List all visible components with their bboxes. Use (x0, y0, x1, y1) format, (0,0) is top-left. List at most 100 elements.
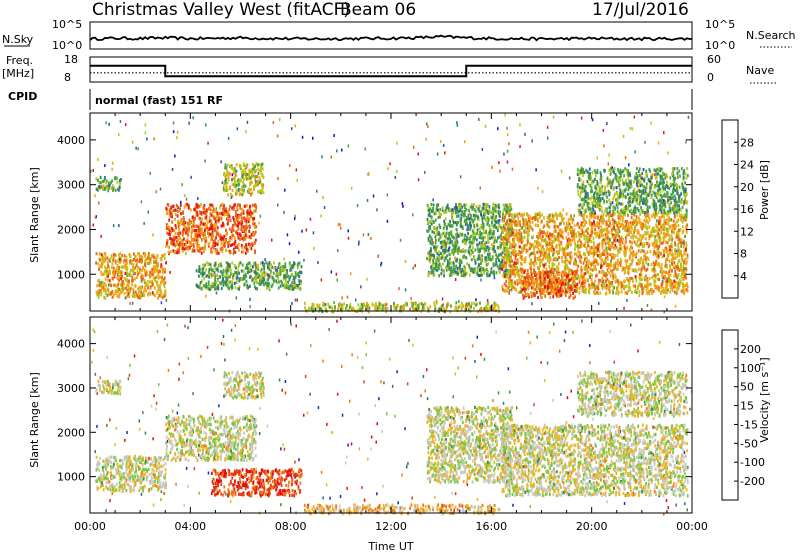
range-cell (148, 261, 151, 266)
range-cell (548, 260, 551, 264)
range-cell (476, 268, 479, 272)
range-cell (282, 265, 284, 269)
range-cell (260, 189, 262, 193)
range-cell (231, 286, 234, 290)
range-cell (492, 250, 495, 254)
range-cell (511, 283, 514, 287)
range-cell (214, 219, 217, 223)
scatter-cell (370, 237, 372, 241)
range-cell (212, 244, 215, 248)
range-cell (240, 187, 242, 192)
range-cell (651, 214, 653, 218)
range-cell (502, 248, 505, 252)
range-cell (164, 281, 167, 285)
range-cell (223, 203, 225, 207)
range-cell (246, 204, 248, 208)
range-cell (159, 275, 161, 279)
range-cell (117, 282, 120, 286)
range-cell (427, 252, 429, 256)
range-cell (236, 213, 239, 217)
range-cell (527, 233, 530, 237)
range-cell (175, 203, 178, 208)
range-cell (647, 242, 650, 246)
range-cell (168, 225, 171, 229)
scatter-cell (617, 234, 619, 238)
range-cell (281, 281, 283, 285)
range-cell (217, 269, 220, 273)
range-cell (257, 180, 259, 184)
range-cell (270, 269, 272, 273)
range-cell (230, 192, 232, 196)
range-cell (253, 285, 256, 289)
range-cell (349, 302, 352, 307)
range-cell (254, 174, 257, 179)
scatter-cell (272, 121, 275, 125)
range-cell (497, 225, 499, 229)
range-cell (168, 208, 171, 212)
range-cell (594, 279, 596, 283)
range-cell (180, 212, 182, 216)
range-cell (237, 269, 239, 273)
range-cell (223, 274, 226, 278)
range-cell (95, 261, 97, 265)
range-cell (432, 266, 435, 271)
range-cell (486, 245, 489, 249)
range-cell (601, 217, 603, 221)
range-cell (565, 236, 568, 240)
range-cell (100, 280, 103, 284)
range-cell (491, 304, 493, 308)
power-heatmap (90, 113, 690, 314)
range-cell (375, 305, 378, 309)
range-cell (590, 240, 593, 244)
range-cell (318, 303, 321, 307)
range-cell (243, 274, 245, 278)
scatter-cell (229, 187, 231, 191)
range-cell (504, 268, 507, 272)
range-cell (464, 205, 466, 209)
range-cell (219, 281, 222, 285)
scatter-cell (289, 164, 291, 168)
range-cell (251, 203, 254, 208)
range-cell (534, 259, 536, 263)
scatter-cell (531, 302, 533, 306)
range-cell (594, 291, 597, 296)
range-cell (505, 203, 508, 207)
range-cell (583, 266, 586, 270)
scatter-cell (360, 285, 362, 289)
range-cell (244, 184, 247, 188)
range-cell (154, 286, 156, 290)
range-cell (658, 277, 661, 281)
range-cell (416, 308, 419, 312)
range-cell (431, 263, 434, 267)
range-cell (236, 272, 239, 276)
range-cell (118, 292, 121, 296)
range-cell (507, 259, 510, 263)
range-cell (118, 287, 120, 291)
range-cell (605, 229, 608, 233)
range-cell (386, 307, 389, 311)
scatter-cell (129, 301, 131, 305)
range-cell (468, 263, 470, 267)
range-cell (214, 287, 216, 291)
range-cell (511, 226, 513, 230)
range-cell (176, 214, 179, 218)
range-cell (135, 259, 137, 263)
range-cell (238, 193, 241, 197)
scatter-cell (629, 127, 632, 130)
range-cell (629, 286, 631, 290)
range-cell (433, 231, 435, 235)
scatter-cell (276, 134, 279, 138)
range-cell (622, 223, 625, 227)
range-cell (450, 269, 453, 273)
range-cell (237, 187, 240, 192)
range-cell (249, 275, 251, 279)
range-cell (548, 273, 551, 277)
range-cell (427, 237, 430, 241)
range-cell (222, 283, 225, 287)
range-cell (503, 272, 505, 276)
range-cell (411, 304, 414, 308)
scatter-cell (376, 208, 378, 212)
range-cell (436, 203, 438, 207)
range-cell (200, 221, 203, 225)
range-cell (438, 262, 441, 266)
